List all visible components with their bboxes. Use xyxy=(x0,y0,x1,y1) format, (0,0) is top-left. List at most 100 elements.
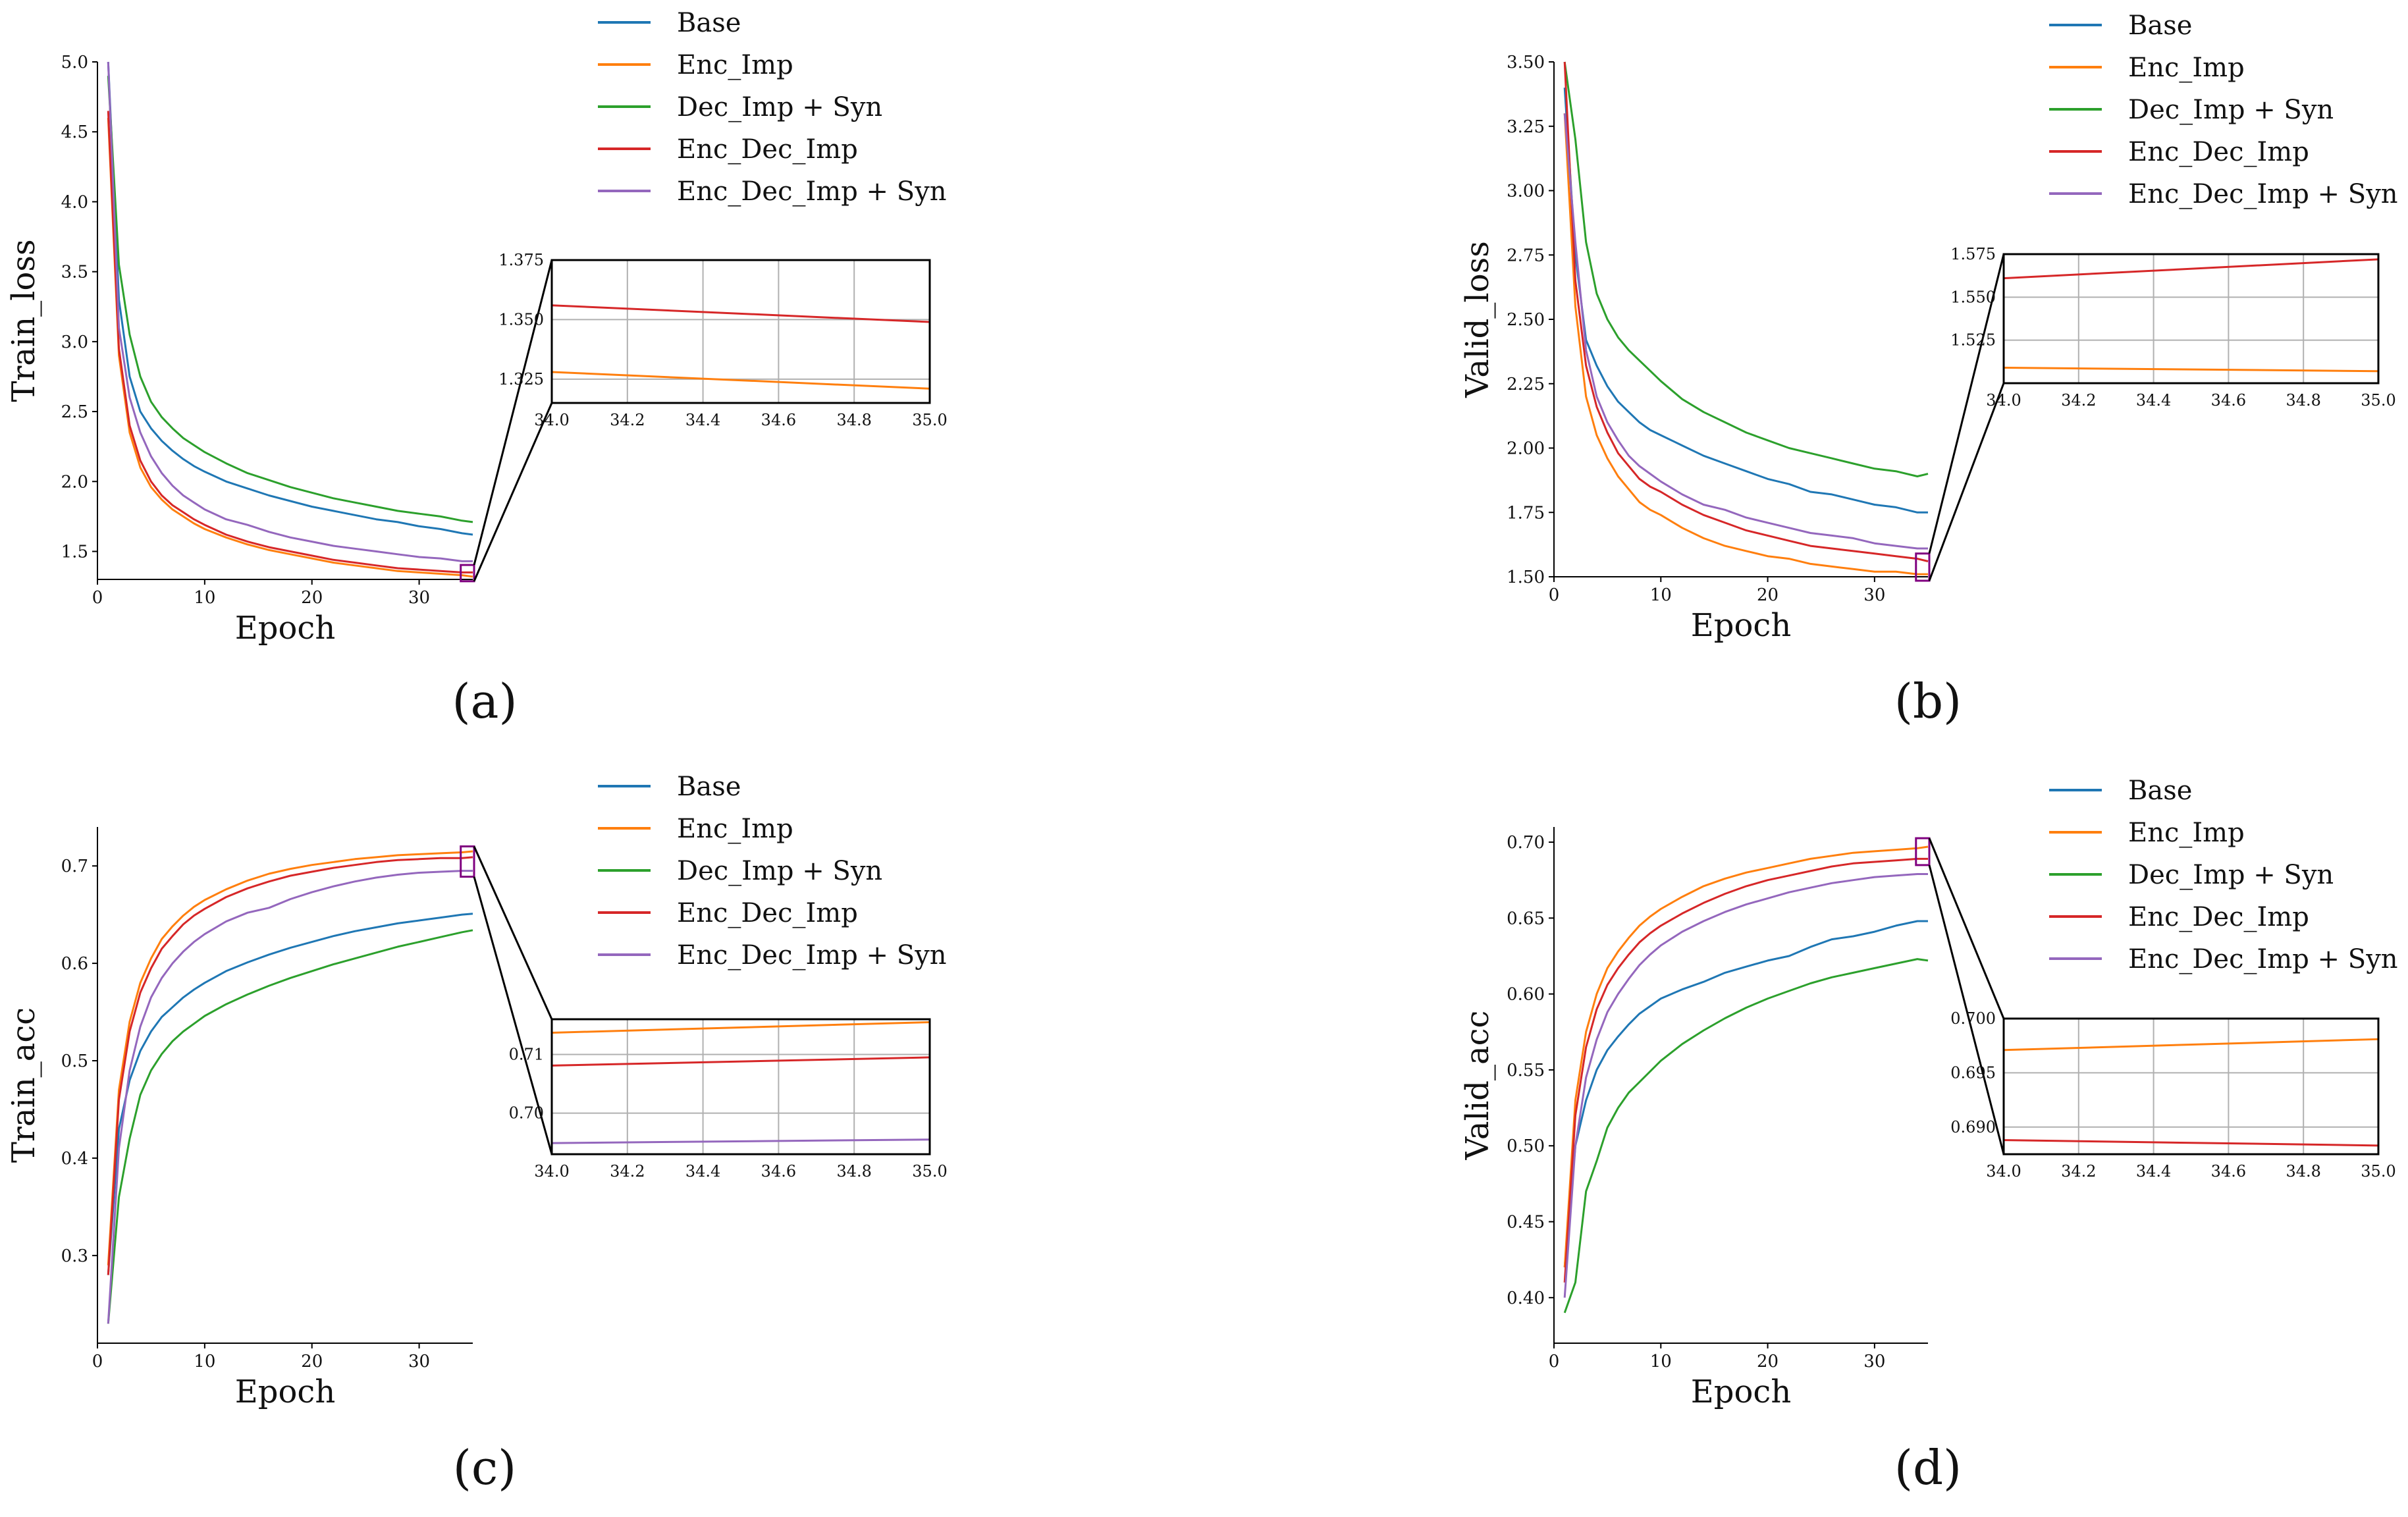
inset-y-tick-label: 0.690 xyxy=(1950,1118,1996,1136)
zoom-region-box xyxy=(460,845,475,878)
chart-panel-d: 0 10 20 30 0.40 0.45 0.50 0.55 0.60 0.65 0.70 Epoch… xyxy=(1459,776,2398,1495)
y-axis-label: Train_acc xyxy=(5,1007,42,1163)
inset-x-tick-label: 34.0 xyxy=(534,411,569,429)
y-tick-label: 3.00 xyxy=(1507,182,1545,201)
zoom-inset: 34.0 34.2 34.4 34.6 34.8 35.0 0.70 0.71 xyxy=(509,1018,948,1181)
zoom-inset: 34.0 34.2 34.4 34.6 34.8 35.0 0.690 0.695 0.700 xyxy=(1950,1009,2395,1181)
series-line-enc-dec-imp xyxy=(1563,857,1928,1283)
inset-x-tick-label: 35.0 xyxy=(2361,391,2395,410)
x-tick-label: 30 xyxy=(408,1352,430,1371)
inset-x-tick-label: 34.6 xyxy=(761,1162,796,1181)
y-tick-label: 1.5 xyxy=(61,543,88,562)
series-line-enc-imp xyxy=(1563,113,1928,575)
legend-entry: Enc_Imp xyxy=(2128,818,2245,848)
inset-x-tick-label: 34.4 xyxy=(2136,391,2171,410)
inset-frame xyxy=(550,1018,931,1156)
zoom-inset: 34.0 34.2 34.4 34.6 34.8 35.0 1.325 1.350 1.375 xyxy=(498,251,947,429)
series-line-base xyxy=(1563,920,1928,1267)
y-tick-label: 0.60 xyxy=(1507,985,1545,1005)
zoom-connector-line xyxy=(1928,838,2005,1019)
inset-series-line-enc-dec-imp xyxy=(2003,258,2379,280)
x-tick-label: 10 xyxy=(1650,585,1672,605)
inset-x-tick-label: 34.4 xyxy=(2136,1162,2171,1181)
legend-entry: Dec_Imp + Syn xyxy=(677,856,882,886)
legend-entry: Base xyxy=(677,8,741,38)
inset-y-tick-label: 1.550 xyxy=(1950,288,1996,306)
zoom-region-box xyxy=(460,564,475,583)
y-tick-label: 0.55 xyxy=(1507,1061,1545,1080)
inset-series-line-enc-dec-imp xyxy=(2003,1139,2379,1147)
inset-y-tick-label: 1.575 xyxy=(1950,245,1996,263)
inset-x-tick-label: 34.2 xyxy=(2061,1162,2096,1181)
series-line-enc-dec-imp-syn xyxy=(1563,113,1928,550)
series-line-enc-dec-imp xyxy=(107,856,473,1275)
series-line-enc-dec-imp-syn xyxy=(107,61,473,562)
y-tick-label: 2.25 xyxy=(1507,375,1545,394)
inset-x-tick-label: 34.0 xyxy=(534,1162,569,1181)
y-tick-label: 0.5 xyxy=(61,1051,88,1071)
y-tick-label: 3.50 xyxy=(1507,53,1545,72)
y-tick-label: 2.0 xyxy=(61,472,88,492)
x-axis-label: Epoch xyxy=(235,610,335,647)
x-tick-label: 30 xyxy=(1863,1352,1885,1371)
y-tick-label: 0.50 xyxy=(1507,1136,1545,1156)
y-tick-label: 2.00 xyxy=(1507,439,1545,459)
inset-series-line-enc-imp xyxy=(2003,366,2379,373)
inset-x-tick-label: 34.4 xyxy=(685,411,720,429)
inset-y-tick-label: 0.695 xyxy=(1950,1063,1996,1082)
legend-entry: Base xyxy=(2128,11,2192,41)
legend-entry: Dec_Imp + Syn xyxy=(2128,860,2334,890)
y-tick-label: 0.45 xyxy=(1507,1213,1545,1233)
y-tick-label: 1.50 xyxy=(1507,568,1545,587)
inset-series-line-enc-imp xyxy=(2003,1038,2379,1051)
inset-y-tick-label: 1.375 xyxy=(498,251,544,269)
y-tick-label: 2.5 xyxy=(61,402,88,422)
legend-entry: Enc_Dec_Imp xyxy=(2128,137,2309,167)
x-tick-label: 20 xyxy=(301,588,323,608)
series-line-dec-imp-syn xyxy=(1563,958,1929,1314)
inset-x-tick-label: 34.6 xyxy=(761,411,796,429)
y-tick-label: 0.40 xyxy=(1507,1289,1545,1308)
series-line-enc-imp xyxy=(107,117,473,578)
inset-x-tick-label: 34.8 xyxy=(2286,391,2320,410)
inset-series-line-enc-imp xyxy=(551,1021,930,1034)
inset-x-tick-label: 34.2 xyxy=(610,1162,645,1181)
y-tick-label: 2.50 xyxy=(1507,310,1545,330)
x-axis-label: Epoch xyxy=(1691,607,1791,644)
panel-label: (d) xyxy=(1894,1440,1962,1495)
zoom-connector-line xyxy=(473,876,553,1155)
inset-frame xyxy=(550,259,931,404)
series-line-dec-imp-syn xyxy=(107,929,473,1324)
legend-entry: Enc_Imp xyxy=(2128,53,2245,83)
zoom-connector-line xyxy=(1928,383,2005,581)
zoom-connector-line xyxy=(473,402,553,582)
series-line-base xyxy=(107,913,473,1275)
inset-x-tick-label: 34.6 xyxy=(2211,391,2246,410)
legend-entry: Enc_Dec_Imp xyxy=(677,134,858,165)
y-tick-label: 0.4 xyxy=(61,1149,88,1169)
y-tick-label: 0.6 xyxy=(61,954,88,974)
zoom-connector-line xyxy=(473,845,553,1020)
inset-x-tick-label: 34.6 xyxy=(2211,1162,2246,1181)
x-tick-label: 20 xyxy=(1757,1352,1779,1371)
inset-x-tick-label: 34.8 xyxy=(836,1162,871,1181)
series-line-dec-imp-syn xyxy=(107,76,473,523)
zoom-region-box xyxy=(1915,552,1931,582)
legend-entry: Enc_Dec_Imp + Syn xyxy=(677,176,947,207)
zoom-connector-line xyxy=(473,259,553,566)
x-tick-label: 20 xyxy=(1757,585,1779,605)
inset-x-tick-label: 35.0 xyxy=(912,411,947,429)
series-line-enc-dec-imp-syn xyxy=(107,870,473,1324)
x-tick-label: 0 xyxy=(92,588,103,608)
x-tick-label: 20 xyxy=(301,1352,323,1371)
series-line-base xyxy=(1563,88,1928,514)
y-tick-label: 3.25 xyxy=(1507,117,1545,137)
panel-label: (b) xyxy=(1894,674,1962,729)
x-tick-label: 10 xyxy=(194,1352,215,1371)
panel-label: (c) xyxy=(453,1440,517,1495)
chart-panel-a: 0 10 20 30 1.5 2.0 2.5 3.0 3.5 4.0 4.5 5.0 Epoch Trai… xyxy=(5,8,948,729)
inset-x-tick-label: 34.8 xyxy=(2286,1162,2320,1181)
panel-label: (a) xyxy=(452,674,517,729)
y-tick-label: 3.0 xyxy=(61,333,88,352)
